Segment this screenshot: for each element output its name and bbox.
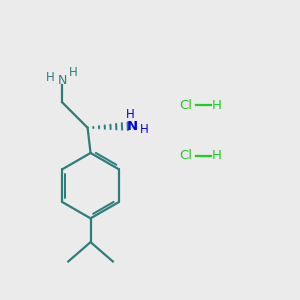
Text: H: H [212, 149, 222, 162]
Text: Cl: Cl [180, 149, 193, 162]
Text: H: H [46, 71, 54, 84]
Text: H: H [69, 66, 78, 79]
Text: H: H [140, 123, 148, 136]
Text: N: N [127, 120, 138, 133]
Text: H: H [212, 99, 222, 112]
Text: Cl: Cl [180, 99, 193, 112]
Text: H: H [126, 108, 135, 122]
Text: N: N [58, 74, 67, 87]
